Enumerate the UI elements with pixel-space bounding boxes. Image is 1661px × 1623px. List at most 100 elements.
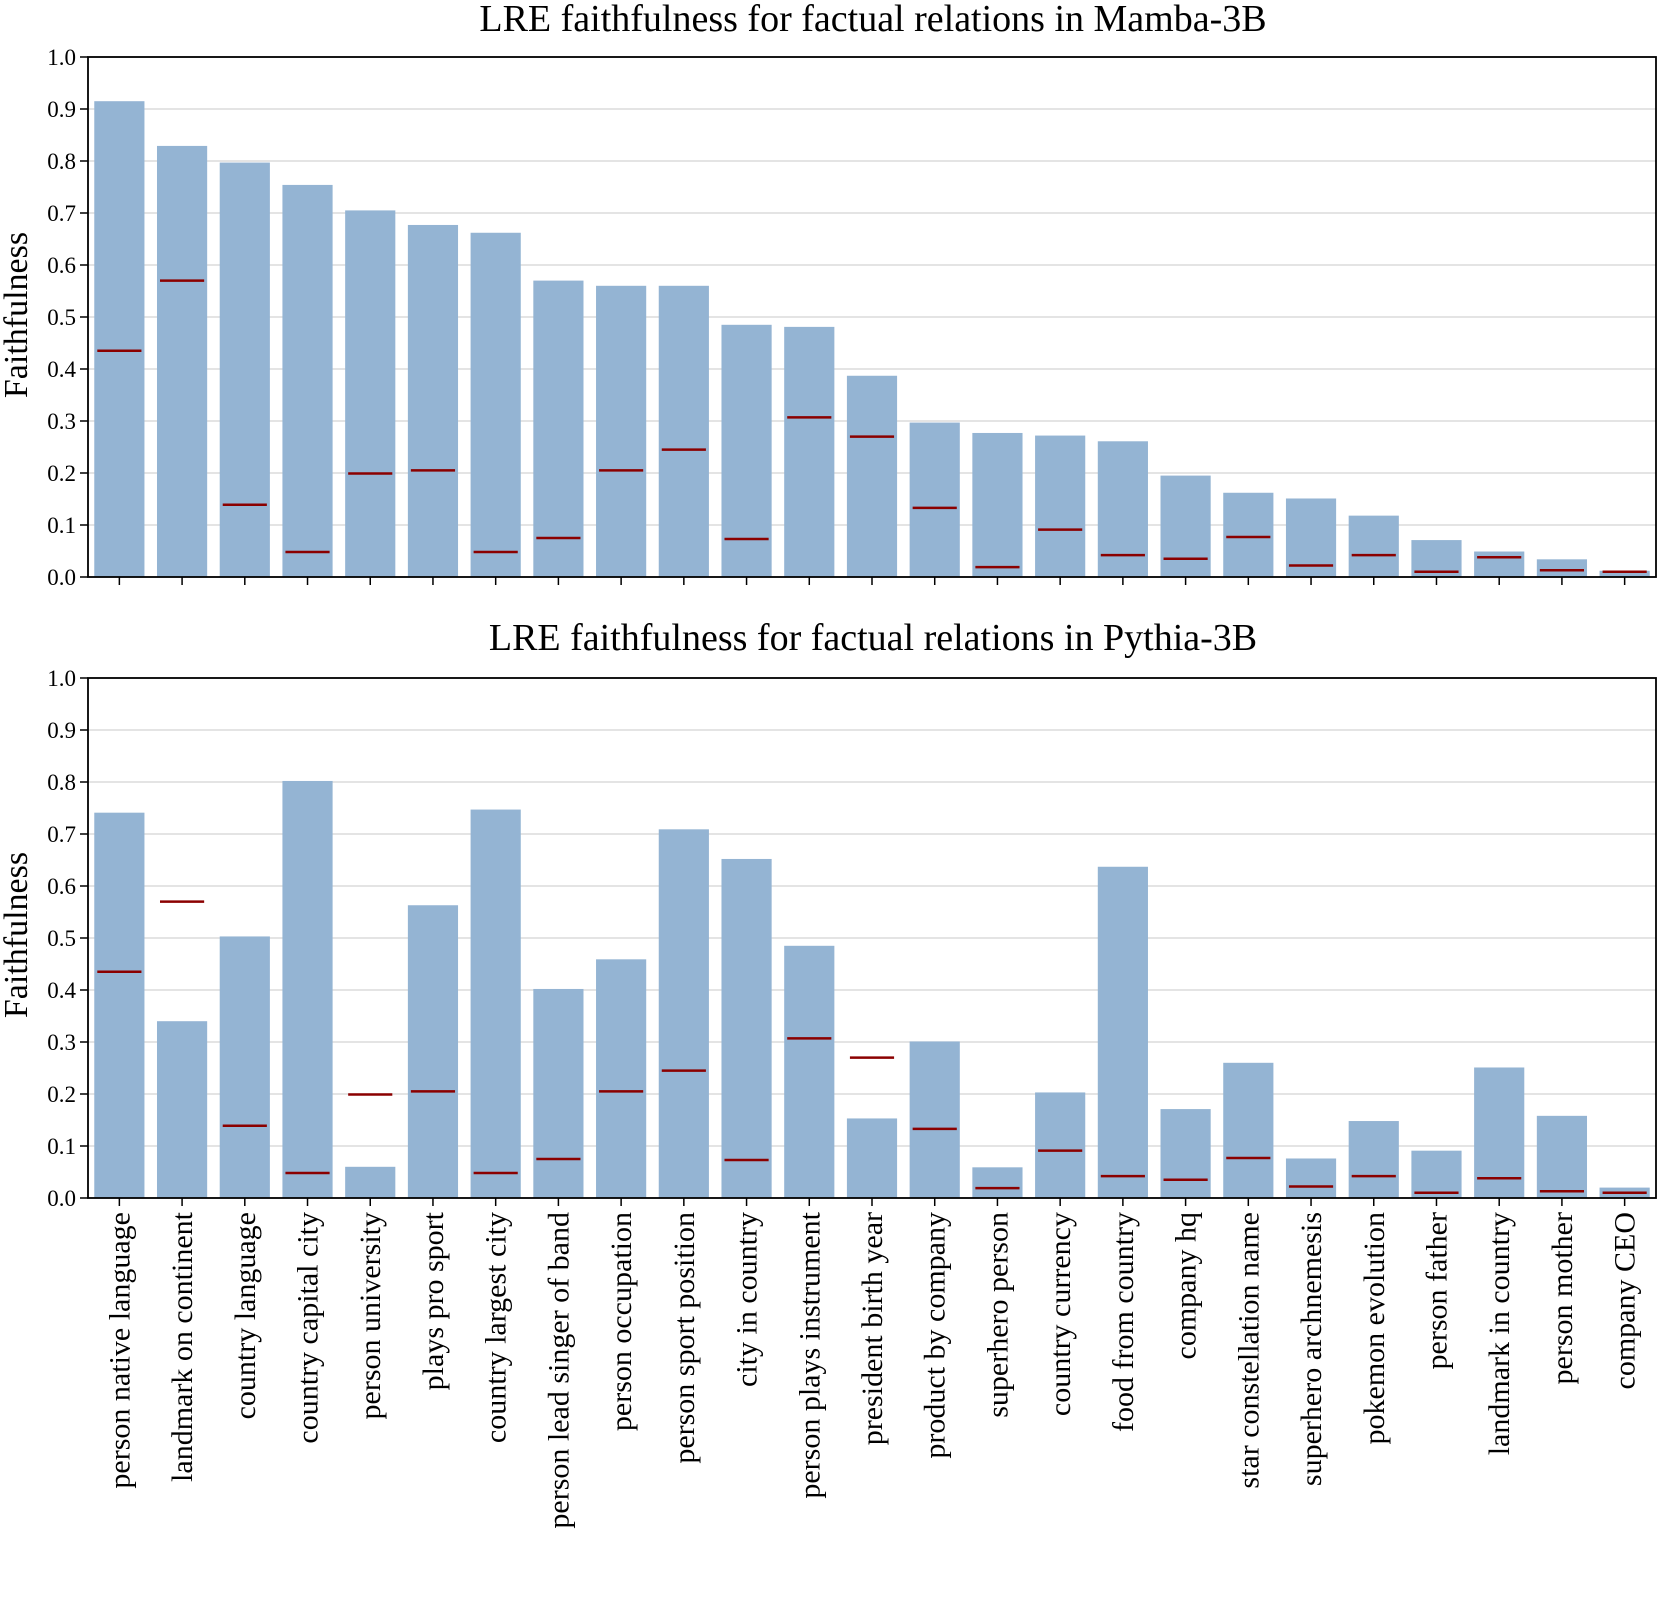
bar <box>1285 1158 1337 1198</box>
bar <box>909 1041 960 1198</box>
bar <box>1223 1062 1274 1198</box>
bar <box>1348 515 1399 577</box>
x-tick-label: superhero archnemesis <box>1295 1212 1328 1486</box>
bar <box>1474 1067 1525 1198</box>
y-tick-label: 0.5 <box>47 926 76 951</box>
x-tick-label: country largest city <box>480 1212 513 1443</box>
y-tick-label: 0.6 <box>47 253 76 278</box>
bar <box>784 945 835 1198</box>
bar <box>972 1167 1023 1198</box>
bar <box>1285 498 1337 577</box>
x-tick-label: person lead singer of band <box>542 1212 575 1529</box>
y-axis-label: Faithfulness <box>0 852 35 1018</box>
bar <box>407 224 459 577</box>
bar <box>470 232 521 577</box>
bar <box>282 780 333 1198</box>
y-axis-label: Faithfulness <box>0 232 35 398</box>
x-tick-label: city in country <box>731 1212 764 1387</box>
bar <box>282 184 333 578</box>
x-tick-label: person university <box>354 1212 387 1419</box>
x-tick-label: person native language <box>103 1212 136 1489</box>
bar <box>1223 492 1274 577</box>
y-tick-label: 0.1 <box>47 1134 76 1159</box>
x-tick-label: country capital city <box>292 1212 325 1444</box>
x-tick-label: product by company <box>919 1212 952 1459</box>
y-tick-label: 0.3 <box>47 409 76 434</box>
bar <box>721 858 772 1198</box>
bar <box>721 324 772 577</box>
x-tick-label: superhero person <box>981 1212 1014 1418</box>
bar <box>1035 1092 1086 1198</box>
x-tick-label: person mother <box>1546 1212 1579 1384</box>
bar <box>658 285 709 577</box>
bar <box>784 326 835 577</box>
bar <box>94 101 145 577</box>
plot-frame <box>87 56 1657 578</box>
y-tick-label: 1.0 <box>47 45 76 70</box>
x-tick-label: pokemon evolution <box>1358 1212 1391 1444</box>
y-tick-label: 0.6 <box>47 874 76 899</box>
y-tick-label: 0.4 <box>47 357 76 382</box>
bar <box>1097 866 1148 1198</box>
bar <box>94 812 145 1198</box>
x-tick-label: president birth year <box>856 1212 889 1445</box>
x-tick-label: person father <box>1420 1212 1453 1369</box>
bar <box>658 829 709 1198</box>
y-tick-label: 0.8 <box>47 770 76 795</box>
bar <box>407 905 459 1198</box>
chart-title: LRE faithfulness for factual relations i… <box>479 0 1266 40</box>
bar <box>1160 475 1211 577</box>
bar <box>1599 570 1650 577</box>
bar <box>1536 559 1588 577</box>
x-tick-label: food from country <box>1107 1212 1140 1432</box>
y-tick-label: 0.0 <box>47 1186 76 1211</box>
bar <box>219 936 270 1198</box>
bar <box>846 1118 898 1198</box>
bar <box>156 1021 208 1198</box>
y-tick-label: 0.7 <box>47 201 76 226</box>
y-tick-label: 0.4 <box>47 978 76 1003</box>
x-tick-label: company CEO <box>1609 1212 1642 1389</box>
pythia-chart: LRE faithfulness for factual relations i… <box>0 617 1657 1529</box>
x-tick-label: landmark in country <box>1483 1212 1516 1455</box>
y-tick-label: 0.9 <box>47 718 76 743</box>
y-tick-label: 0.2 <box>47 461 76 486</box>
bar <box>1035 435 1086 577</box>
bar <box>972 432 1023 577</box>
x-tick-label: person sport position <box>668 1212 701 1464</box>
x-tick-label: country currency <box>1044 1212 1077 1416</box>
x-tick-label: company hq <box>1170 1212 1203 1359</box>
bar <box>533 280 584 577</box>
y-tick-label: 0.2 <box>47 1082 76 1107</box>
x-tick-label: person occupation <box>605 1212 638 1431</box>
bar <box>345 210 396 577</box>
y-tick-label: 0.9 <box>47 97 76 122</box>
bar <box>909 422 960 577</box>
y-tick-label: 1.0 <box>47 666 76 691</box>
bar <box>1411 1150 1462 1198</box>
bar <box>533 988 584 1198</box>
y-tick-label: 0.8 <box>47 149 76 174</box>
x-tick-label: person plays instrument <box>793 1211 826 1498</box>
x-tick-label: landmark on continent <box>166 1211 199 1482</box>
y-tick-label: 0.7 <box>47 822 76 847</box>
bar <box>219 162 270 577</box>
bar <box>1536 1115 1588 1198</box>
bar <box>596 959 647 1198</box>
bar <box>1160 1109 1211 1198</box>
plot-frame <box>87 677 1657 1199</box>
mamba-chart: LRE faithfulness for factual relations i… <box>0 0 1657 590</box>
x-tick-label: country language <box>229 1212 262 1419</box>
y-tick-label: 0.5 <box>47 305 76 330</box>
bar <box>1097 441 1148 577</box>
y-tick-label: 0.1 <box>47 513 76 538</box>
y-tick-label: 0.3 <box>47 1030 76 1055</box>
bar <box>345 1166 396 1198</box>
bar <box>470 809 521 1198</box>
bar <box>1474 551 1525 577</box>
chart-title: LRE faithfulness for factual relations i… <box>489 617 1257 659</box>
x-tick-label: star constellation name <box>1232 1212 1265 1489</box>
bar <box>846 375 898 577</box>
bar <box>1348 1121 1399 1198</box>
